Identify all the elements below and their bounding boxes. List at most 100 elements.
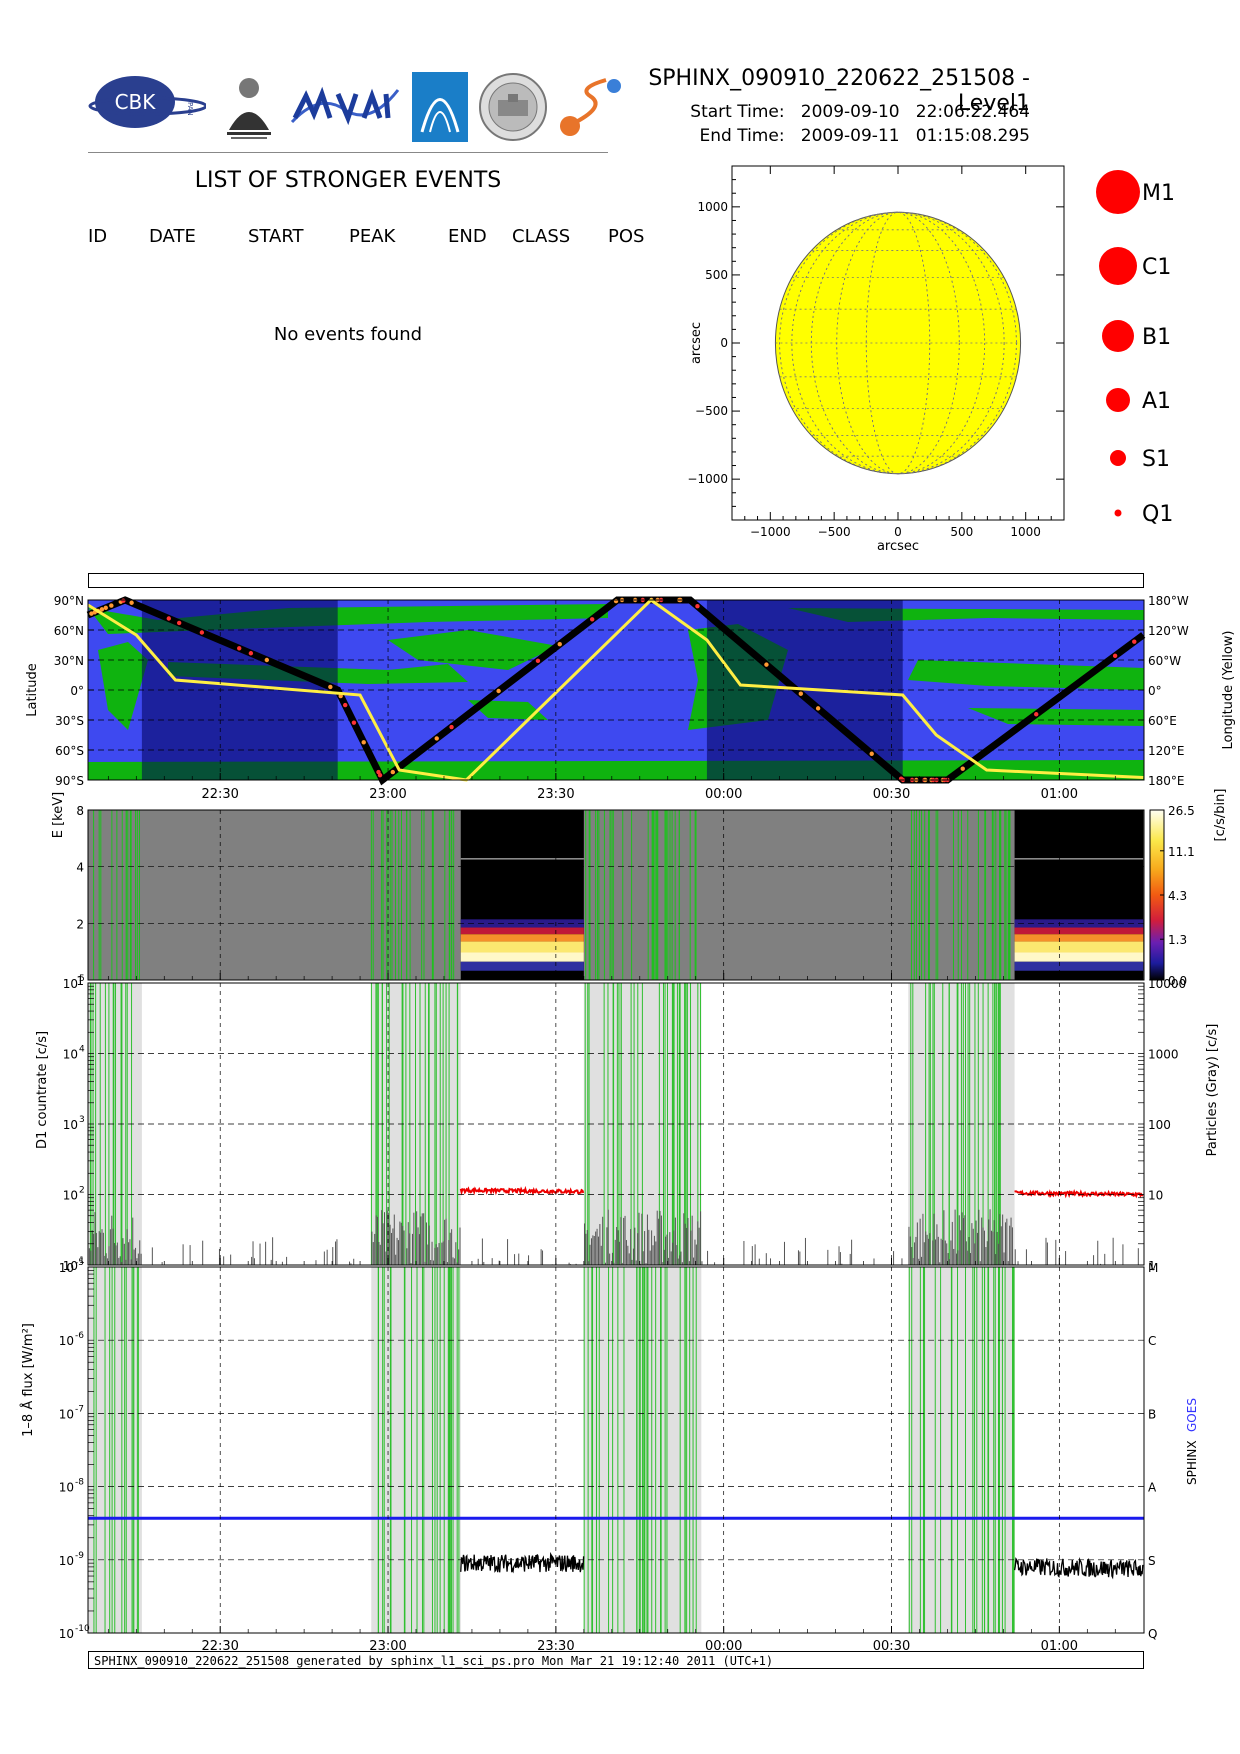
events-title: LIST OF STRONGER EVENTS <box>194 168 502 193</box>
orbit-event-marker <box>129 600 134 605</box>
countrate-ytick-label: 10 <box>63 1259 78 1273</box>
legend-label-q1: Q1 <box>1142 502 1173 527</box>
flux-class-tick-label: S <box>1148 1554 1156 1568</box>
flux-legend-goes: GOES <box>1185 1398 1199 1432</box>
sun-map-xtick-label: 1000 <box>1010 525 1041 539</box>
legend-marker-c1 <box>1099 247 1137 285</box>
spectrum-band <box>460 934 584 942</box>
spectrum-ytick-label: 1 <box>76 974 84 988</box>
orbit-event-marker <box>99 607 105 612</box>
sun-map-ytick-label: 1000 <box>697 200 728 214</box>
orbit-event-marker <box>351 720 357 725</box>
flux-class-tick-label: C <box>1148 1334 1156 1348</box>
countrate-ylabel-left: D1 countrate [c/s] <box>35 1031 50 1149</box>
orbit-time-label: 23:00 <box>369 787 406 802</box>
start-time-label: Start Time: <box>690 102 785 122</box>
orbit-lon-tick-label: 0° <box>1148 684 1162 698</box>
orbit-event-marker <box>1112 653 1118 659</box>
sun-map-xtick-label: 500 <box>950 525 973 539</box>
orbit-lon-tick-label: 120°E <box>1148 744 1185 758</box>
orbit-time-label: 22:30 <box>201 787 238 802</box>
flux-class-tick-label: B <box>1148 1407 1156 1421</box>
sun-orbit-logo <box>556 76 626 140</box>
flux-ytick-label: 10 <box>59 1407 74 1421</box>
orbit-lon-tick-label: 60°W <box>1148 654 1181 668</box>
orbit-event-marker <box>815 706 821 711</box>
orbit-event-marker <box>89 611 94 616</box>
end-time-row: End Time: 2009-09-11 01:15:08.295 <box>600 126 1030 146</box>
spectrum-panel: 8 4 2 1 26.5 11.1 4.3 1.3 0.0 <box>76 804 1194 988</box>
orbit-event-marker <box>589 617 595 622</box>
orbit-land-mass <box>908 660 1144 690</box>
orbit-time-label: 00:00 <box>705 787 742 802</box>
legend-marker-s1 <box>1110 450 1126 466</box>
flux-ytick-label: 10 <box>59 1261 74 1275</box>
sun-map-xtick-label: 0 <box>894 525 902 539</box>
flux-ytick-exponent: -7 <box>75 1404 84 1414</box>
spectrum-band <box>1014 961 1144 971</box>
orbit-event-marker <box>496 688 501 694</box>
orbit-land-mass <box>968 708 1144 726</box>
orbit-ylabel-left: Latitude <box>25 663 40 717</box>
sun-map-chart: −1000 −500 0 500 1000 1000 500 0 −500 −1000 arcse… <box>687 165 1065 554</box>
time-series-chart: 90°N60°N30°N0°30°S60°S90°S180°W120°W60°W… <box>20 594 1236 1652</box>
spectrum-frame <box>87 809 1145 981</box>
start-time: 22:06:22.464 <box>915 102 1030 122</box>
sun-map-xlabel: arcsec <box>877 539 919 554</box>
cbk-text: CBK <box>115 90 157 114</box>
orbit-lat-tick-label: 30°N <box>54 654 84 668</box>
colorbar-tick-label: 26.5 <box>1168 804 1195 818</box>
orbit-event-marker <box>237 646 242 651</box>
flux-ytick-exponent: -6 <box>75 1331 84 1341</box>
spectrum-ytick-label: 2 <box>76 917 84 931</box>
orbit-time-label: 23:30 <box>537 787 574 802</box>
spectrum-band <box>1014 934 1144 942</box>
flux-ytick-exponent: -9 <box>75 1551 84 1561</box>
orbit-event-marker <box>199 630 205 635</box>
time-axis-labels: 22:30 22:30 23:00 23:00 23:30 23:30 00:00 00:00… <box>107 600 1116 1652</box>
orbit-lat-tick-label: 90°N <box>54 594 84 608</box>
start-time-row: Start Time: 2009-09-10 22:06:22.464 <box>600 102 1030 122</box>
sun-longitude-gridline <box>779 211 1017 475</box>
sphinx-instrument-logo <box>412 72 468 142</box>
orbit-event-marker <box>434 736 439 741</box>
flux-time-label: 00:00 <box>705 1639 742 1652</box>
countrate-d1-series <box>1014 1188 1144 1199</box>
header-divider <box>88 152 608 153</box>
spectrum-band <box>1014 941 1144 953</box>
flux-particle-zone <box>908 1267 1015 1633</box>
col-peak: PEAK <box>349 226 396 247</box>
end-time: 01:15:08.295 <box>915 126 1030 146</box>
legend-marker-m1 <box>1096 170 1140 214</box>
legend-label-s1: S1 <box>1142 447 1170 472</box>
countrate-right-tick-label: 1000 <box>1148 1048 1179 1062</box>
colorbar-tick-label: 11.1 <box>1168 845 1195 859</box>
flux-class-tick-label: A <box>1148 1481 1157 1495</box>
countrate-right-tick-label: 1 <box>1148 1259 1156 1273</box>
colorbar-tick-label: 0.0 <box>1168 974 1187 988</box>
flux-time-label: 22:30 <box>201 1639 238 1652</box>
spectrum-band <box>1014 927 1144 935</box>
countrate-ytick-label: 10 <box>63 1189 78 1203</box>
legend-marker-b1 <box>1102 320 1134 352</box>
legend-label-m1: M1 <box>1142 181 1175 206</box>
flux-ytick-exponent: -5 <box>75 1258 84 1268</box>
orbit-event-marker <box>166 616 172 621</box>
sun-map-xtick-label: −1000 <box>750 525 791 539</box>
orbit-event-marker <box>264 657 270 663</box>
orbit-event-marker <box>798 691 804 696</box>
flux-class-tick-label: Q <box>1148 1627 1157 1641</box>
footer-generated-by: SPHINX_090910_220622_251508 generated by… <box>88 1651 1144 1669</box>
orbit-panel: 90°N 60°N 30°N 0° 30°S 60°S 90°S 180°W 120°W 60°W… <box>54 594 1189 788</box>
flux-ylabel: 1–8 Å flux [W/m²] <box>20 1323 36 1437</box>
spectrum-ytick-label: 8 <box>76 804 84 818</box>
col-id: ID <box>88 226 108 247</box>
countrate-ytick-exponent: 1 <box>79 1256 85 1266</box>
flux-time-label: 23:00 <box>369 1639 406 1652</box>
col-pos: POS <box>608 226 645 247</box>
orbit-event-marker <box>764 662 769 667</box>
orbit-event-marker <box>390 769 395 775</box>
orbit-event-marker <box>176 620 182 626</box>
sun-map-ytick-label: −500 <box>695 404 728 418</box>
end-date: 2009-09-11 <box>800 126 900 146</box>
